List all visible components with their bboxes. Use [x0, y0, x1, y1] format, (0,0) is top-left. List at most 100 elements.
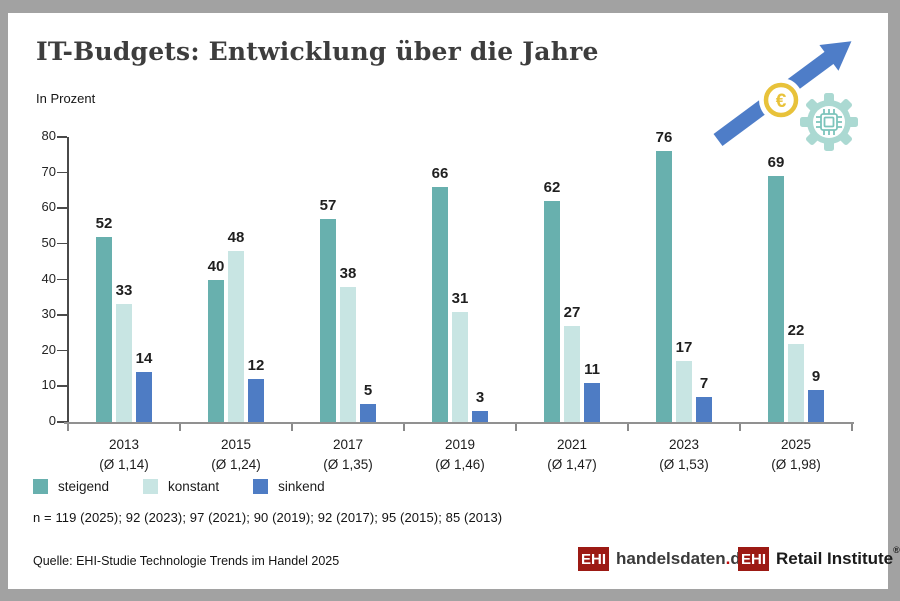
ehi-logo-box: EHI — [578, 547, 609, 571]
legend-item-sinkend: sinkend — [253, 479, 325, 494]
y-axis-tick-label: 0 — [48, 413, 56, 428]
y-axis-tick — [57, 136, 67, 138]
category-year: 2019 — [444, 437, 476, 452]
logo-name: handelsdaten — [616, 549, 726, 568]
bar-steigend — [544, 201, 560, 422]
x-axis-category-label: 2019 (Ø 1,46) — [404, 435, 516, 474]
bar-value-label: 76 — [655, 129, 673, 147]
infographic-panel: IT-Budgets: Entwicklung über die Jahre I… — [8, 13, 900, 589]
bar-value-label: 7 — [699, 375, 709, 393]
y-axis-tick-label: 60 — [41, 199, 56, 215]
source-note: Quelle: EHI-Studie Technologie Trends im… — [33, 554, 340, 568]
bar-value-label: 38 — [339, 264, 357, 282]
ehi-logo-box: EHI — [738, 547, 769, 571]
bar-value-label: 14 — [135, 350, 153, 368]
y-axis-tick — [57, 207, 67, 209]
gear-chip-icon — [800, 93, 858, 151]
retail-institute-logo-text: Retail Institute® — [776, 545, 900, 569]
category-year: 2021 — [556, 437, 588, 452]
bar-value-label: 11 — [584, 360, 600, 378]
bar-value-label: 12 — [247, 357, 265, 375]
bar-sinkend — [696, 397, 712, 422]
legend-label: steigend — [58, 479, 110, 494]
x-axis-boundary-tick — [403, 424, 405, 431]
y-axis-tick — [57, 385, 67, 387]
x-axis-category-label: 2023 (Ø 1,53) — [628, 435, 740, 474]
bar-value-label: 69 — [767, 154, 785, 172]
svg-text:€: € — [776, 91, 787, 112]
bar-konstant — [676, 361, 692, 422]
y-axis-tick — [57, 349, 67, 352]
handelsdaten-logo-text: handelsdaten.de — [616, 549, 750, 569]
bar-konstant — [116, 304, 132, 422]
logo-dot: . — [725, 549, 731, 568]
bar-konstant — [340, 286, 356, 422]
x-axis-boundary-tick — [739, 424, 741, 431]
bar-value-label: 27 — [563, 303, 581, 321]
bar-sinkend — [472, 411, 488, 422]
bar-value-label: 33 — [115, 282, 133, 300]
bar-steigend — [320, 218, 336, 422]
bar-value-label: 5 — [363, 382, 373, 400]
y-axis-tick-label: 80 — [41, 128, 56, 143]
y-axis-tick — [57, 242, 67, 245]
legend-item-konstant: konstant — [143, 479, 219, 494]
x-axis-boundary-tick — [851, 424, 853, 431]
y-axis-tick — [57, 314, 67, 316]
bar-value-label: 52 — [95, 214, 113, 232]
legend-label: konstant — [168, 479, 220, 494]
bar-sinkend — [360, 404, 376, 422]
x-axis-boundary-tick — [179, 424, 181, 431]
category-average: (Ø 1,98) — [771, 456, 821, 472]
legend-swatch — [143, 479, 159, 494]
y-axis-tick-label: 50 — [41, 234, 56, 250]
bar-konstant — [452, 311, 468, 422]
handelsdaten-logo: EHI handelsdaten.de — [578, 547, 750, 571]
category-year: 2025 — [780, 437, 812, 452]
category-year: 2013 — [108, 437, 140, 452]
y-axis-tick-label: 70 — [41, 163, 56, 179]
growth-illustration: € — [713, 41, 858, 151]
bar-value-label: 9 — [811, 367, 821, 385]
bar-konstant — [564, 325, 580, 422]
bar-sinkend — [808, 389, 824, 422]
bar-value-label: 48 — [227, 229, 245, 246]
bar-sinkend — [248, 379, 264, 422]
bar-steigend — [656, 151, 672, 422]
category-average: (Ø 1,46) — [435, 456, 485, 472]
y-axis-tick-label: 40 — [41, 270, 56, 286]
bar-steigend — [96, 236, 112, 422]
euro-coin-icon: € — [763, 82, 799, 118]
sample-size-note: n = 119 (2025); 92 (2023); 97 (2021); 90… — [33, 510, 503, 525]
y-axis-tick — [57, 421, 67, 423]
bar-konstant — [228, 251, 244, 422]
category-average: (Ø 1,47) — [547, 456, 597, 472]
x-axis-category-label: 2013 (Ø 1,14) — [68, 435, 180, 474]
x-axis-boundary-tick — [515, 424, 517, 431]
category-average: (Ø 1,14) — [99, 456, 149, 472]
bar-sinkend — [136, 372, 152, 422]
bar-steigend — [768, 176, 784, 422]
y-axis-tick-label: 10 — [41, 377, 56, 393]
legend-swatch — [33, 479, 48, 494]
y-axis-line — [67, 137, 69, 429]
category-year: 2017 — [332, 437, 364, 452]
x-axis-line — [64, 422, 854, 424]
bar-sinkend — [584, 382, 600, 422]
x-axis-boundary-tick — [627, 424, 629, 431]
y-axis-tick — [57, 278, 67, 280]
chart-legend: steigend konstant sinkend — [33, 479, 325, 494]
y-axis-tick-label: 20 — [41, 341, 56, 357]
bar-value-label: 31 — [451, 289, 469, 307]
bar-value-label: 17 — [675, 339, 693, 357]
retail-institute-logo: EHI Retail Institute® — [738, 545, 900, 571]
bar-value-label: 62 — [543, 179, 561, 197]
registered-mark: ® — [893, 545, 900, 555]
unit-label: In Prozent — [36, 91, 96, 106]
category-average: (Ø 1,53) — [659, 456, 709, 472]
bar-steigend — [208, 279, 224, 422]
logo-name: Retail Institute — [776, 549, 894, 568]
bar-steigend — [432, 186, 448, 422]
y-axis-tick-label: 30 — [41, 306, 56, 322]
